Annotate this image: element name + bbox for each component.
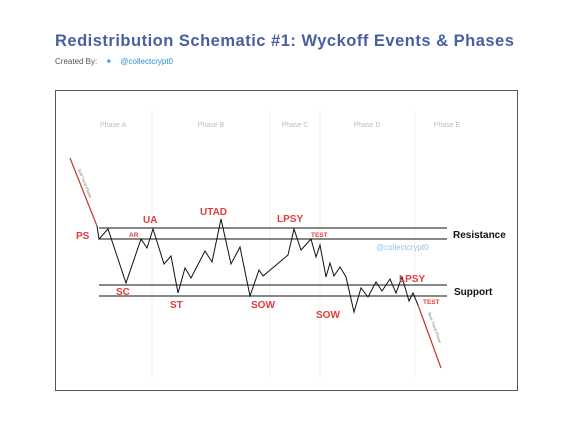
price-path [96,218,419,314]
event-sow-1: SOW [251,300,275,311]
bull-trend-label: Bull Trend Phase [77,169,93,200]
resistance-label: Resistance [453,230,506,241]
uptrend-line [69,157,98,227]
event-lpsy-2: LPSY [399,274,425,285]
phase-label-d: Phase D [354,122,381,129]
phase-label-a: Phase A [100,122,126,129]
event-sow-2: SOW [316,310,340,321]
page-title: Redistribution Schematic #1: Wyckoff Eve… [55,32,515,50]
watermark-handle: @collectcrypt0 [376,243,429,252]
bear-trend-label: Bear Trend Phase [427,312,443,345]
event-sc: SC [116,287,130,298]
event-ps: PS [76,231,90,242]
event-lpsy-1: LPSY [277,214,303,225]
credit-line: Created By: ✦ @collectcrypt0 [55,57,173,66]
credit-prefix: Created By: [55,57,98,66]
diagram-panel [55,90,518,391]
range-lines [99,227,447,297]
event-utad: UTAD [200,207,227,218]
phase-label-b: Phase B [198,122,225,129]
phase-label-e: Phase E [434,122,461,129]
event-test-1: TEST [311,232,328,239]
downtrend-line [417,304,442,369]
event-test-2: TEST [423,299,440,306]
credit-handle-link[interactable]: @collectcrypt0 [120,57,174,66]
event-ar: AR [129,232,139,239]
support-label: Support [454,287,493,298]
event-st: ST [170,300,183,311]
phase-label-c: Phase C [282,122,309,129]
twitter-bird-icon: ✦ [105,57,113,66]
event-ua: UA [143,215,157,226]
